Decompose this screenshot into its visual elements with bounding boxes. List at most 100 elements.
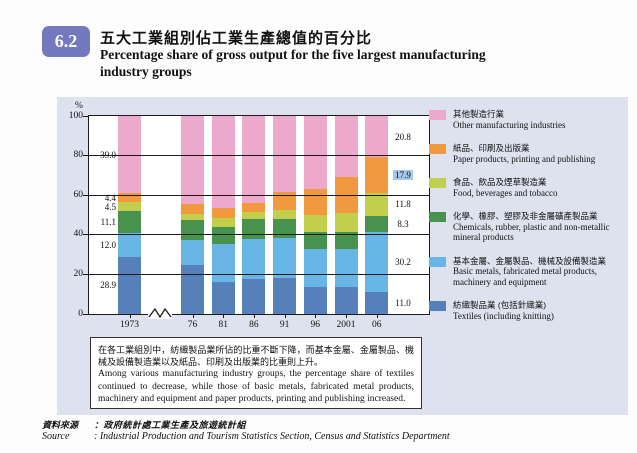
bar-segment	[181, 116, 204, 204]
legend-label-english: Textiles (including knitting)	[453, 310, 554, 321]
legend-label: 紙品、印刷及出版業 Paper products, printing and pu…	[453, 143, 595, 164]
y-axis-unit-label: %	[75, 101, 83, 111]
y-axis-tick	[83, 194, 89, 196]
source-block: 資料來源 ：政府統計處工業生產及旅遊統計組 Source : Industria…	[42, 418, 450, 442]
highlighted-value: 17.9	[393, 169, 413, 180]
legend-label-english: Other manufacturing industries	[453, 119, 566, 130]
bar-segment	[334, 249, 358, 288]
bar-segment	[303, 188, 327, 215]
bar-segment	[211, 208, 235, 219]
x-axis-tick-label: 1973	[120, 320, 139, 330]
bar-segment	[365, 292, 389, 314]
legend-label-chinese: 紙品、印刷及出版業	[453, 143, 530, 153]
source-label-chinese: 資料來源	[42, 420, 79, 430]
bar-segment	[365, 192, 389, 216]
value-label-2006: 11.8	[383, 199, 423, 209]
source-row-chinese: 資料來源 ：政府統計處工業生產及旅遊統計組	[42, 418, 450, 431]
legend-swatch	[429, 301, 446, 311]
value-label-2006: 20.8	[383, 132, 423, 142]
bar-segment	[211, 218, 235, 227]
value-label-2006: 8.3	[383, 219, 423, 229]
bar-segment	[211, 243, 235, 283]
x-axis-tick	[346, 314, 347, 318]
y-axis-tick	[83, 234, 89, 236]
bar-1973	[118, 116, 141, 314]
legend-label: 基本金屬、金屬製品、機械及設備製造業 Basic metals, fabricat…	[453, 256, 625, 288]
value: 30.2	[395, 257, 411, 268]
legend-label-english: Chemicals, rubber, plastic and non-metal…	[453, 221, 610, 243]
source-text-chinese: ：政府統計處工業生產及旅遊統計組	[94, 420, 247, 430]
value: 8.3	[397, 219, 409, 230]
legend-swatch	[429, 256, 446, 267]
y-axis-tick	[83, 155, 89, 157]
gridline-40	[89, 234, 429, 236]
value: 11.8	[395, 199, 411, 210]
y-axis-tick-label: 100	[68, 110, 83, 121]
bar-segment	[242, 212, 266, 219]
note-box: 在各工業組別中，紡織製品業所佔的比重不斷下降，而基本金屬、金屬製品、機械及設備製…	[90, 337, 422, 409]
bar-segment	[303, 116, 327, 189]
legend-item: 化學、橡膠、塑膠及非金屬礦產製品業 Chemicals, rubber, plas…	[429, 211, 625, 243]
x-axis-tick	[192, 314, 194, 318]
bar-segment	[365, 216, 389, 233]
value-label-1973: 11.1	[100, 217, 116, 228]
page-title-chinese: 五大工業組別佔工業生產總值的百分比	[100, 30, 373, 47]
x-axis-tick-label: 76	[187, 320, 198, 330]
value: 20.8	[395, 131, 411, 142]
chart-panel: % 0 20 40 60 80 100 1973 76 81 86 91 96 2001 06 28.9 12…	[57, 97, 628, 415]
legend-label-chinese: 其他製造行業	[453, 109, 505, 119]
bar-segment	[118, 233, 141, 257]
legend-item: 基本金屬、金屬製品、機械及設備製造業 Basic metals, fabricat…	[429, 256, 625, 288]
legend-label: 化學、橡膠、塑膠及非金屬礦產製品業 Chemicals, rubber, plas…	[453, 211, 625, 243]
gridline-60	[89, 194, 429, 196]
value-label-1973: 12.0	[100, 239, 116, 250]
legend-label-english: Basic metals, fabricated metal products,…	[453, 266, 597, 287]
legend-swatch	[429, 144, 446, 154]
value-label-2006: 11.0	[383, 298, 423, 308]
bar-segment	[334, 232, 358, 250]
bar-segment	[242, 203, 266, 213]
source-text-english: : Industrial Production and Tourism Stat…	[94, 431, 450, 442]
bar-segment	[211, 282, 235, 314]
value: 11.0	[395, 298, 411, 309]
legend-swatch	[429, 212, 446, 222]
bar-segment	[273, 116, 297, 193]
bar-86	[242, 116, 266, 314]
y-axis-tick-label: 0	[78, 308, 83, 319]
legend-swatch	[429, 178, 446, 188]
bar-segment	[242, 116, 266, 204]
gridline-20	[89, 273, 429, 275]
legend-item: 紙品、印刷及出版業 Paper products, printing and pu…	[429, 143, 625, 164]
y-axis-tick	[83, 115, 89, 117]
legend-label-chinese: 紡織製品業 (包括針織業)	[453, 300, 547, 310]
bar-segment	[273, 210, 297, 219]
legend-label-chinese: 食品、飲品及煙草製造業	[453, 177, 547, 187]
x-axis-tick	[223, 314, 225, 318]
bar-segment	[181, 264, 204, 314]
bar-segment	[365, 116, 389, 158]
bar-segment	[273, 237, 297, 278]
x-axis-tick-label: 06	[371, 320, 382, 330]
bar-segment	[303, 287, 327, 314]
y-axis-tick-label: 80	[73, 150, 84, 161]
legend-item: 食品、飲品及煙草製造業 Food, beverages and tobacco	[429, 177, 625, 198]
y-axis-tick-label: 60	[73, 189, 84, 200]
x-axis-tick	[376, 314, 378, 318]
bar-76	[181, 116, 204, 314]
bar-segment	[118, 256, 141, 314]
legend-label-english: Food, beverages and tobacco	[453, 187, 558, 198]
bar-segment	[334, 213, 358, 233]
source-row-english: Source : Industrial Production and Touri…	[42, 431, 450, 442]
bar-segment	[303, 249, 327, 288]
bar-segment	[273, 277, 297, 314]
bar-segment	[334, 116, 358, 177]
bar-96	[303, 116, 327, 314]
value-label-1973: 4.5	[104, 201, 116, 212]
bar-segment	[242, 218, 266, 240]
bar-segment	[365, 157, 389, 193]
value-label-1973: 28.9	[100, 280, 116, 291]
bar-segment	[303, 215, 327, 232]
legend-item: 紡織製品業 (包括針織業) Textiles (including knittin…	[429, 300, 625, 321]
chart-legend: 其他製造行業 Other manufacturing industries 紙品、印…	[429, 109, 625, 321]
axis-break-icon	[148, 307, 172, 319]
